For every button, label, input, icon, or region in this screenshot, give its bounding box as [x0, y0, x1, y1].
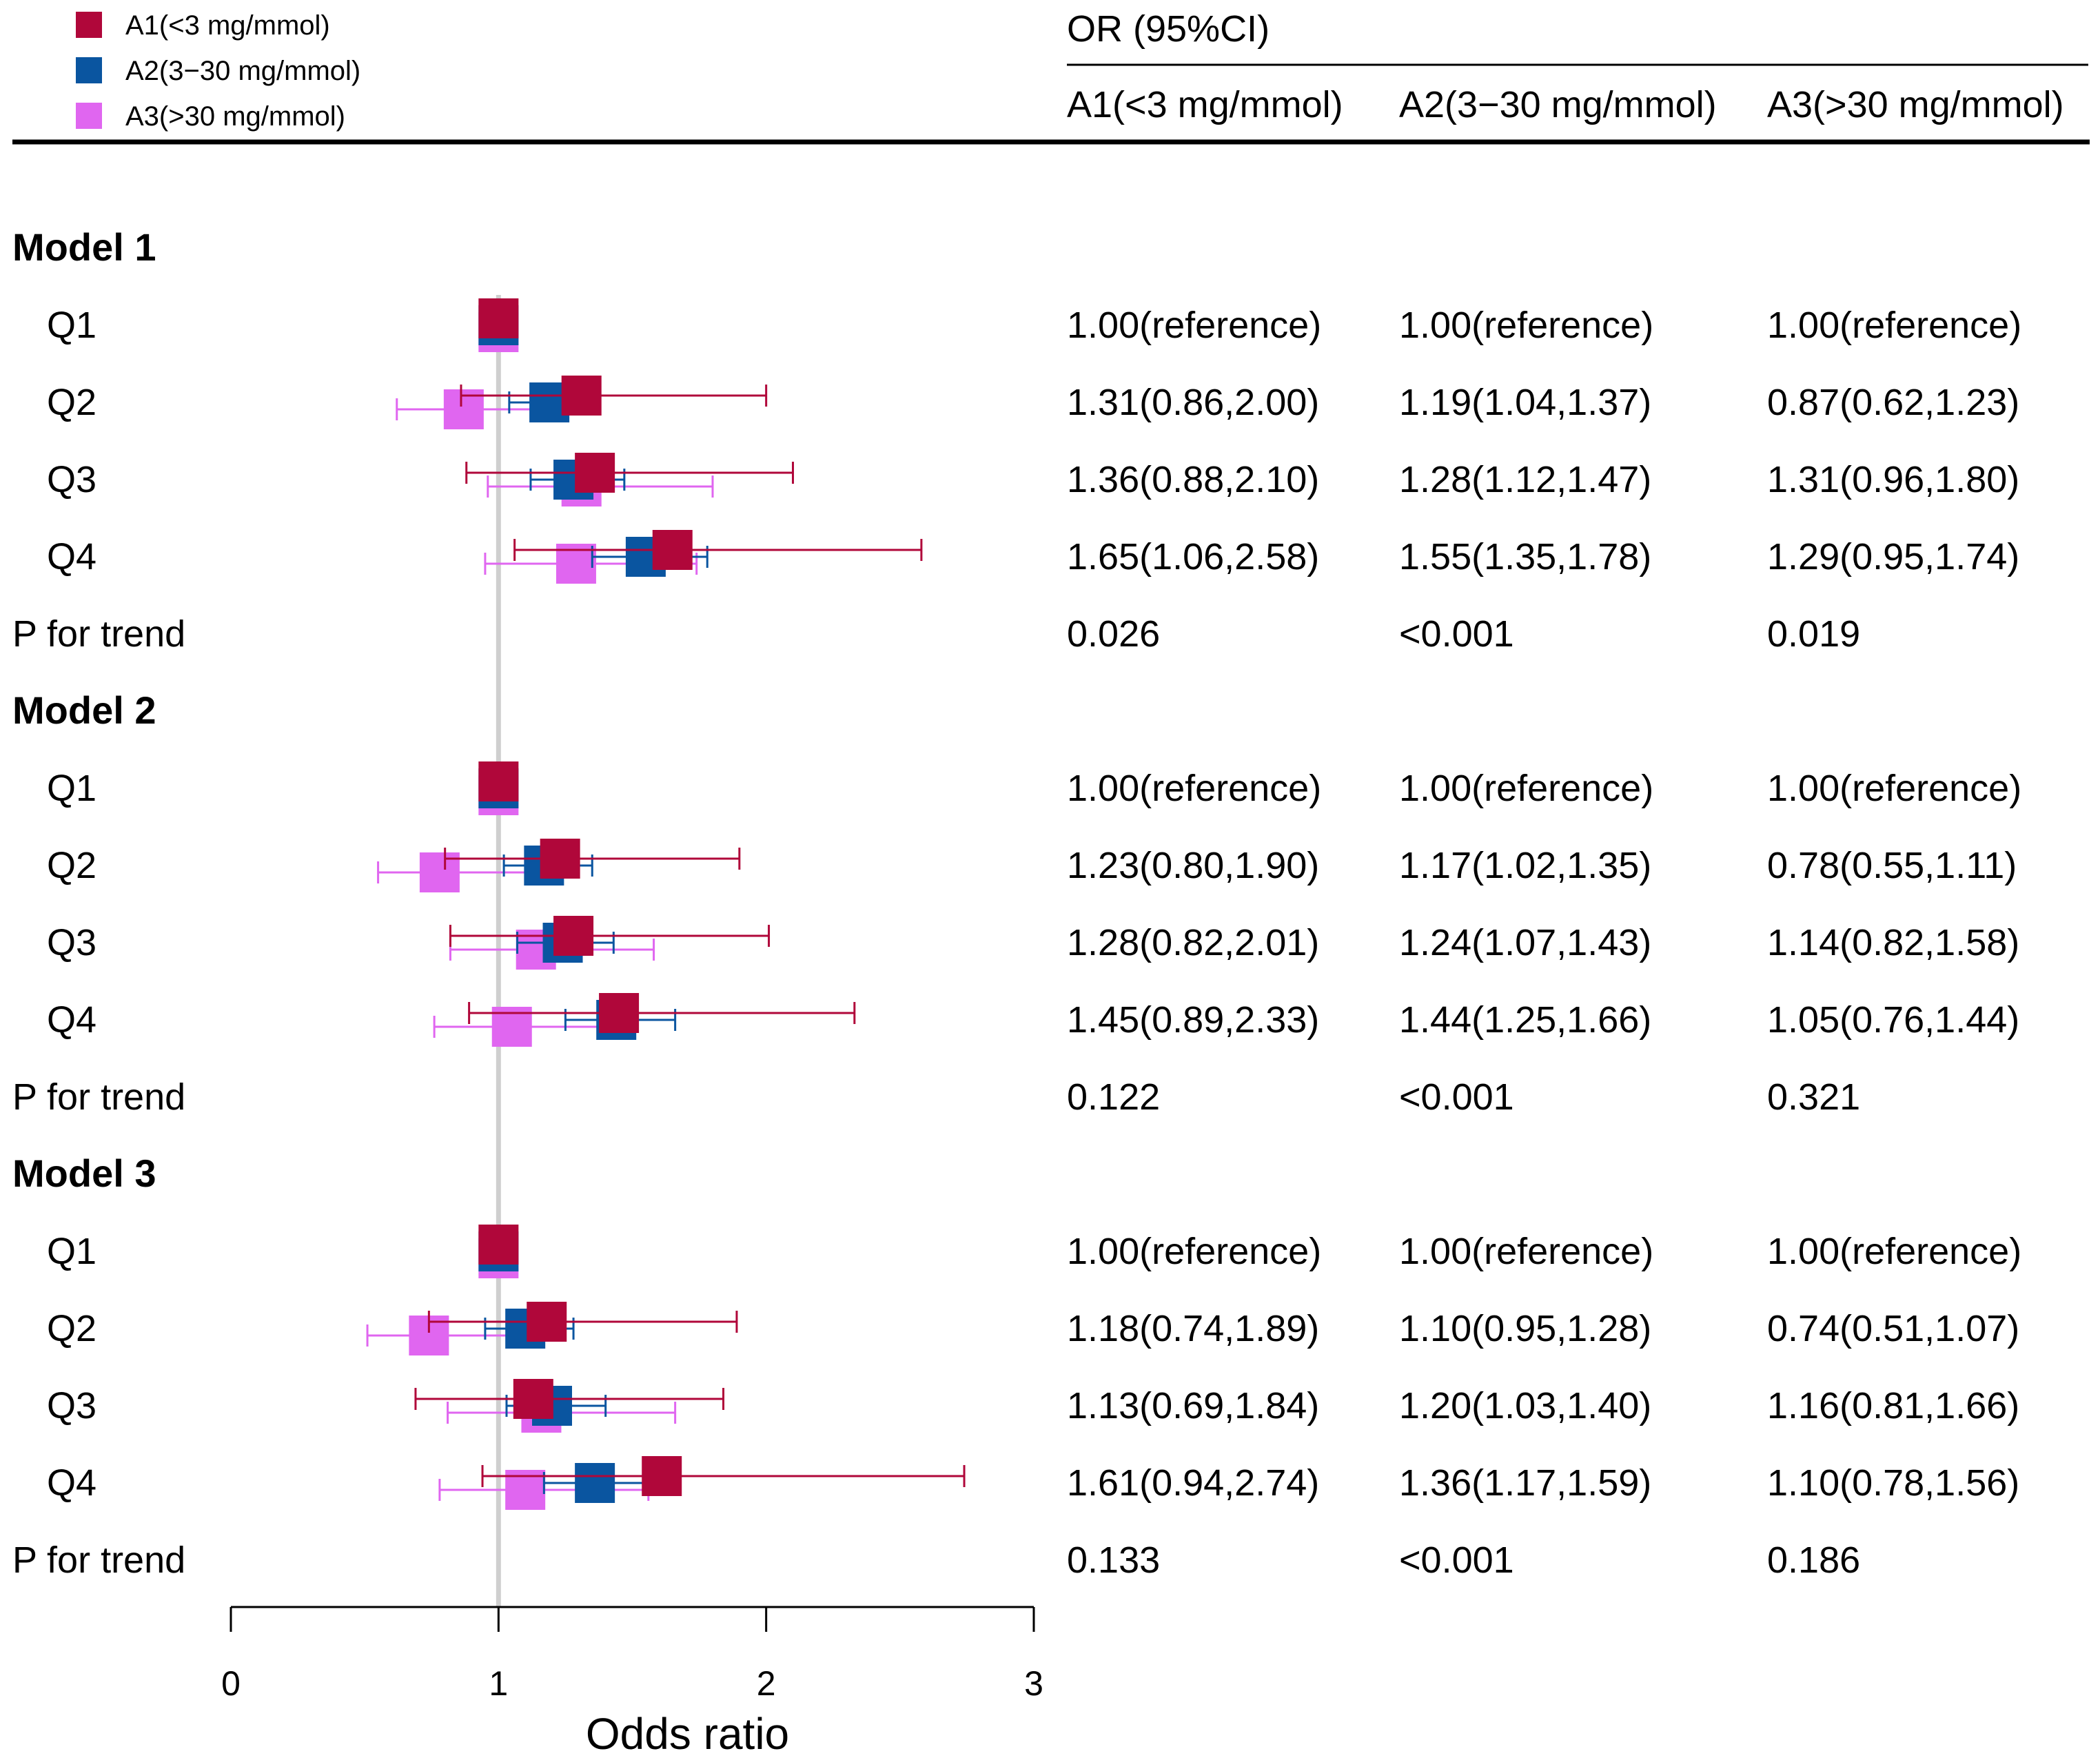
- or-value: 1.28(1.12,1.47): [1399, 459, 1651, 500]
- legend-label: A3(>30 mg/mmol): [125, 101, 345, 132]
- or-value: 1.00(reference): [1767, 1231, 2021, 1272]
- trend-label: P for trend: [12, 613, 185, 655]
- or-value: 1.45(0.89,2.33): [1067, 999, 1319, 1041]
- row-label: Q2: [47, 1308, 96, 1349]
- point-estimate: [478, 298, 519, 338]
- trend-value: 0.122: [1067, 1076, 1160, 1118]
- row-label: Q3: [47, 1385, 96, 1426]
- or-value: 1.23(0.80,1.90): [1067, 845, 1319, 886]
- point-estimate: [540, 839, 580, 879]
- trend-value: 0.019: [1767, 613, 1860, 655]
- x-tick-label: 1: [489, 1664, 508, 1703]
- or-value: 1.65(1.06,2.58): [1067, 536, 1319, 577]
- or-value: 0.74(0.51,1.07): [1767, 1308, 2019, 1349]
- or-value: 0.78(0.55,1.11): [1767, 845, 2017, 886]
- legend-swatch: [76, 103, 102, 129]
- legend-swatch: [76, 12, 102, 38]
- row-label: Q2: [47, 845, 96, 886]
- or-value: 1.55(1.35,1.78): [1399, 536, 1651, 577]
- row-label: Q2: [47, 382, 96, 423]
- header-column-label: A2(3−30 mg/mmol): [1399, 84, 1717, 125]
- or-value: 1.00(reference): [1067, 768, 1321, 809]
- or-value: 1.00(reference): [1767, 768, 2021, 809]
- trend-value: 0.186: [1767, 1539, 1860, 1581]
- row-label: Q4: [47, 999, 96, 1041]
- trend-value: 0.133: [1067, 1539, 1160, 1581]
- row-label: Q4: [47, 1462, 96, 1504]
- model-heading: Model 3: [12, 1152, 156, 1195]
- header-column-label: A3(>30 mg/mmol): [1767, 84, 2064, 125]
- or-value: 1.24(1.07,1.43): [1399, 922, 1651, 963]
- or-value: 1.10(0.95,1.28): [1399, 1308, 1651, 1349]
- or-value: 1.44(1.25,1.66): [1399, 999, 1651, 1041]
- row-label: Q1: [47, 305, 96, 346]
- trend-value: <0.001: [1399, 613, 1514, 655]
- row-label: Q3: [47, 922, 96, 963]
- header-title: OR (95%CI): [1067, 8, 1270, 50]
- x-tick-label: 0: [221, 1664, 241, 1703]
- or-value: 1.17(1.02,1.35): [1399, 845, 1651, 886]
- row-label: Q4: [47, 536, 96, 577]
- point-estimate: [478, 761, 519, 801]
- or-value: 1.20(1.03,1.40): [1399, 1385, 1651, 1426]
- row-label: Q3: [47, 459, 96, 500]
- x-tick-label: 2: [757, 1664, 776, 1703]
- or-value: 1.00(reference): [1767, 305, 2021, 346]
- or-value: 1.19(1.04,1.37): [1399, 382, 1651, 423]
- point-estimate: [652, 530, 693, 570]
- or-value: 1.13(0.69,1.84): [1067, 1385, 1319, 1426]
- model-heading: Model 2: [12, 688, 156, 732]
- point-estimate: [599, 993, 640, 1033]
- or-value: 1.00(reference): [1399, 768, 1653, 809]
- or-value: 1.36(0.88,2.10): [1067, 459, 1319, 500]
- or-value: 1.00(reference): [1399, 305, 1653, 346]
- x-axis-title: Odds ratio: [586, 1709, 789, 1759]
- point-estimate: [513, 1379, 553, 1419]
- trend-value: 0.026: [1067, 613, 1160, 655]
- trend-value: 0.321: [1767, 1076, 1860, 1118]
- point-estimate: [527, 1302, 567, 1342]
- model-heading: Model 1: [12, 225, 156, 269]
- trend-label: P for trend: [12, 1539, 185, 1581]
- row-label: Q1: [47, 768, 96, 809]
- trend-label: P for trend: [12, 1076, 185, 1118]
- row-label: Q1: [47, 1231, 96, 1272]
- point-estimate: [575, 1463, 615, 1503]
- trend-value: <0.001: [1399, 1539, 1514, 1581]
- legend-swatch: [76, 57, 102, 83]
- or-value: 1.00(reference): [1067, 1231, 1321, 1272]
- or-value: 1.28(0.82,2.01): [1067, 922, 1319, 963]
- or-value: 1.14(0.82,1.58): [1767, 922, 2019, 963]
- or-value: 1.16(0.81,1.66): [1767, 1385, 2019, 1426]
- or-value: 0.87(0.62,1.23): [1767, 382, 2019, 423]
- legend-label: A1(<3 mg/mmol): [125, 10, 330, 41]
- or-value: 1.61(0.94,2.74): [1067, 1462, 1319, 1504]
- point-estimate: [561, 376, 602, 416]
- trend-value: <0.001: [1399, 1076, 1514, 1118]
- or-value: 1.31(0.96,1.80): [1767, 459, 2019, 500]
- or-value: 1.31(0.86,2.00): [1067, 382, 1319, 423]
- point-estimate: [575, 453, 615, 493]
- header-column-label: A1(<3 mg/mmol): [1067, 84, 1343, 125]
- or-value: 1.10(0.78,1.56): [1767, 1462, 2019, 1504]
- or-value: 1.05(0.76,1.44): [1767, 999, 2019, 1041]
- or-value: 1.18(0.74,1.89): [1067, 1308, 1319, 1349]
- or-value: 1.00(reference): [1399, 1231, 1653, 1272]
- or-value: 1.00(reference): [1067, 305, 1321, 346]
- or-value: 1.29(0.95,1.74): [1767, 536, 2019, 577]
- point-estimate: [478, 1225, 519, 1265]
- point-estimate: [553, 916, 594, 956]
- x-tick-label: 3: [1024, 1664, 1043, 1703]
- legend-label: A2(3−30 mg/mmol): [125, 56, 360, 86]
- or-value: 1.36(1.17,1.59): [1399, 1462, 1651, 1504]
- point-estimate: [642, 1456, 682, 1496]
